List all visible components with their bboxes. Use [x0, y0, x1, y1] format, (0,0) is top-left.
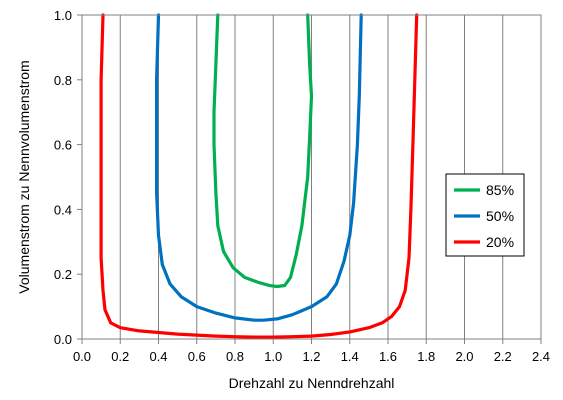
x-tick-label-5: 1.0: [264, 349, 282, 364]
x-tick-label-1: 0.2: [111, 349, 129, 364]
x-tick-label-4: 0.8: [226, 349, 244, 364]
series-line-50pct: [155, 13, 363, 322]
x-axis-label: Drehzahl zu Nenndrehzahl: [229, 375, 395, 391]
y-tick-label-1: 0.2: [54, 267, 72, 282]
x-tick-label-8: 1.6: [379, 349, 397, 364]
x-tick-label-3: 0.6: [188, 349, 206, 364]
x-tick-label-9: 1.8: [417, 349, 435, 364]
legend-label-50pct: 50%: [486, 208, 514, 224]
x-tick-label-0: 0.0: [73, 349, 91, 364]
plot-area-border: [81, 14, 542, 340]
axes: [77, 14, 542, 344]
legend-label-85pct: 85%: [486, 182, 514, 198]
series-group: [99, 13, 419, 339]
x-tick-label-12: 2.4: [532, 349, 550, 364]
y-tick-label-2: 0.4: [54, 202, 72, 217]
x-tick-label-2: 0.4: [149, 349, 167, 364]
y-tick-label-3: 0.6: [54, 138, 72, 153]
legend: 85% 50% 20%: [445, 173, 525, 257]
series-line-85pct: [212, 13, 314, 289]
y-axis-label: Volumenstrom zu Nennvolumenstrom: [16, 60, 32, 293]
x-tick-label-11: 2.2: [494, 349, 512, 364]
y-tick-label-4: 0.8: [54, 73, 72, 88]
tick-labels: 0.0 0.2 0.4 0.6 0.8 1.0 1.2 1.4 1.6 1.8 2.0 2.2 2.4 0…: [54, 8, 550, 364]
y-tick-label-5: 1.0: [54, 8, 72, 23]
x-tick-label-7: 1.4: [341, 349, 359, 364]
y-tick-label-0: 0.0: [54, 332, 72, 347]
legend-label-20pct: 20%: [486, 234, 514, 250]
x-tick-label-6: 1.2: [302, 349, 320, 364]
x-tick-label-10: 2.0: [455, 349, 473, 364]
series-line-20pct: [99, 13, 419, 339]
